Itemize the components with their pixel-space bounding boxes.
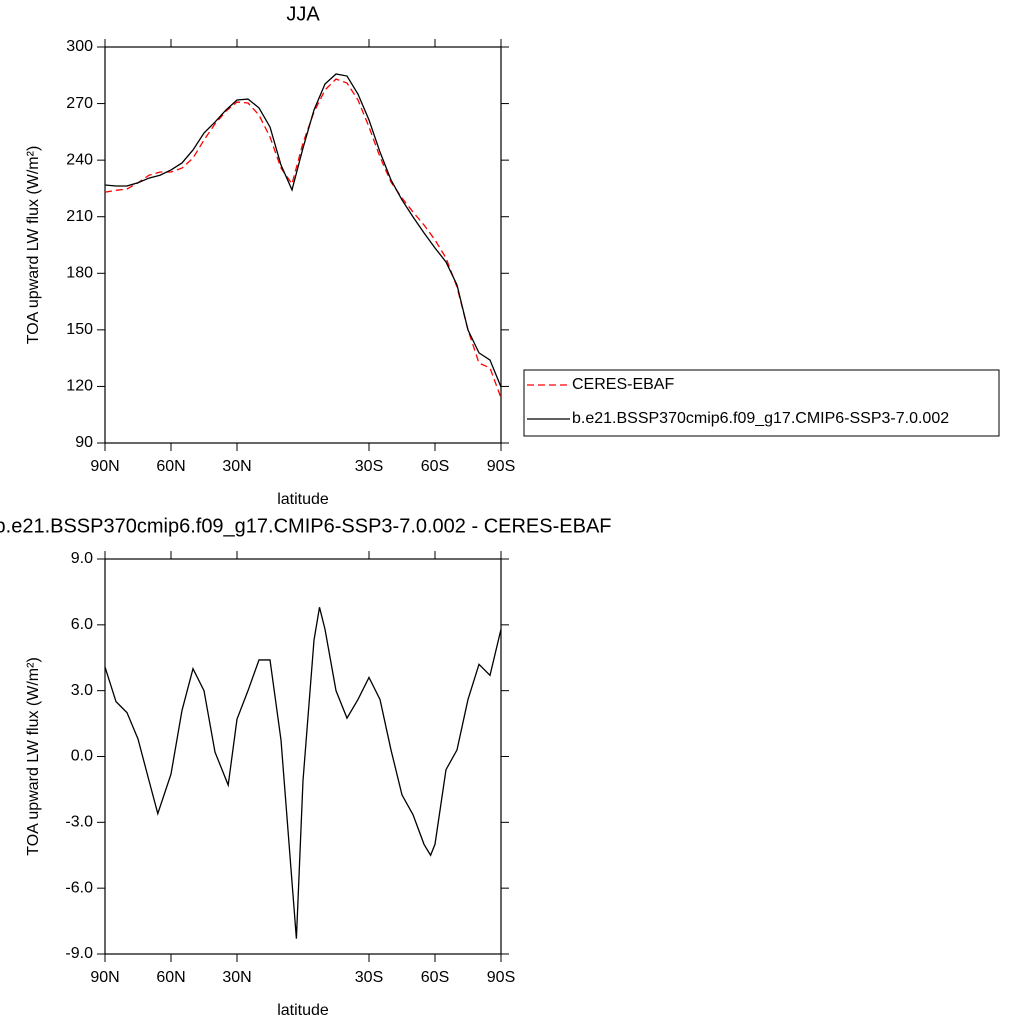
y-tick-label: 300 <box>66 38 93 55</box>
y-tick-label: 210 <box>66 208 93 225</box>
x-axis-label: latitude <box>277 1002 329 1019</box>
y-tick-label: 3.0 <box>71 682 93 699</box>
y-tick-label: 90 <box>75 434 93 451</box>
y-tick-label: -6.0 <box>65 879 93 896</box>
x-tick-label: 90S <box>487 969 515 986</box>
x-tick-label: 90N <box>90 969 119 986</box>
x-tick-label: 30S <box>355 969 383 986</box>
data-line <box>104 73 502 388</box>
y-tick-label: 9.0 <box>71 550 93 567</box>
chart-title: JJA <box>286 3 320 25</box>
data-line <box>104 607 502 939</box>
y-axis-label: TOA upward LW flux (W/m²) <box>25 657 42 856</box>
chart-title: b.e21.BSSP370cmip6.f09_g17.CMIP6-SSP3-7.… <box>0 515 611 537</box>
plot-frame <box>104 558 502 955</box>
y-tick-label: -9.0 <box>65 945 93 962</box>
x-tick-label: 30N <box>222 969 251 986</box>
legend-label: b.e21.BSSP370cmip6.f09_g17.CMIP6-SSP3-7.… <box>572 410 949 427</box>
y-tick-label: 240 <box>66 151 93 168</box>
y-tick-label: -3.0 <box>65 814 93 831</box>
y-tick-label: 0.0 <box>71 748 93 765</box>
y-tick-label: 120 <box>66 378 93 395</box>
x-tick-label: 90N <box>90 458 119 475</box>
legend-label: CERES-EBAF <box>572 376 674 393</box>
x-tick-label: 60S <box>421 458 449 475</box>
y-axis-label: TOA upward LW flux (W/m²) <box>25 146 42 345</box>
y-tick-label: 150 <box>66 321 93 338</box>
y-tick-label: 180 <box>66 265 93 282</box>
x-tick-label: 30N <box>222 458 251 475</box>
x-tick-label: 60S <box>421 969 449 986</box>
plot-frame <box>104 46 502 444</box>
x-tick-label: 30S <box>355 458 383 475</box>
x-tick-label: 90S <box>487 458 515 475</box>
x-axis-label: latitude <box>277 491 329 508</box>
y-tick-label: 270 <box>66 95 93 112</box>
y-tick-label: 6.0 <box>71 616 93 633</box>
data-line <box>104 78 502 399</box>
x-tick-label: 60N <box>156 458 185 475</box>
legend-box <box>523 369 1000 437</box>
x-tick-label: 60N <box>156 969 185 986</box>
